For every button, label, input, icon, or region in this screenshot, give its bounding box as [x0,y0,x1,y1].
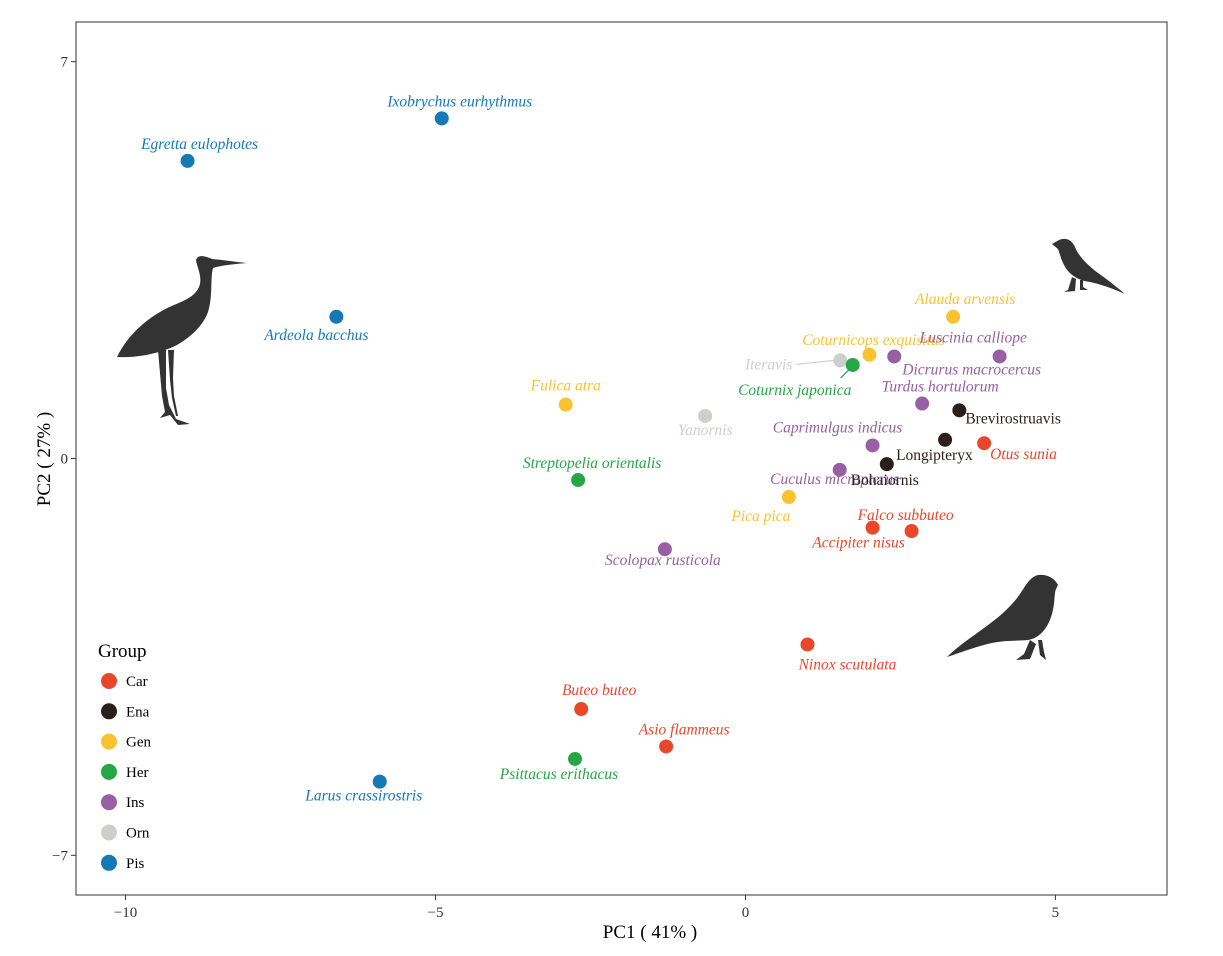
point-label: Iteravis [744,356,792,373]
data-point-car [865,520,880,535]
data-point-ins [657,542,672,557]
legend-swatch-orn [101,824,117,841]
point-labels: Ixobrychus eurhythmus Egretta eulophotes A… [140,93,1061,804]
point-label: Ninox scutulata [798,656,897,673]
data-point-orn [698,408,713,423]
point-label: Streptopelia orientalis [523,455,662,472]
data-point-ena [952,403,967,418]
y-tick-label: −7 [52,848,68,864]
legend-label: Gen [126,735,151,751]
data-point-her [571,473,586,488]
point-label: Brevirostruavis [965,410,1061,427]
data-point-ins [992,349,1007,364]
data-point-orn [833,353,848,368]
legend-swatch-car [101,673,117,689]
data-point-car [574,702,589,717]
songbird-icon [1052,238,1125,294]
point-label: Alauda arvensis [914,291,1015,308]
data-point-car [904,524,919,539]
point-label: Ardeola bacchus [263,327,368,344]
x-tick-label: 5 [1052,905,1060,921]
y-tick-label: 7 [61,55,69,71]
data-point-gen [781,490,796,505]
point-label: Scolopax rusticola [605,552,721,569]
x-tick-label: 0 [742,905,750,921]
x-axis-title: PC1 ( 41% ) [603,922,697,943]
data-point-gen [946,309,961,324]
legend-title: Group [98,641,147,662]
point-label: Longipteryx [896,447,973,464]
data-point-her [568,751,583,766]
point-label: Buteo buteo [562,682,637,699]
data-point-her [845,357,860,372]
point-label: Fulica atra [530,378,601,395]
point-label: Falco subbuteo [857,507,954,524]
point-label: Psittacus erithacus [499,766,618,783]
legend: Group Car Ena Gen Her Ins Orn Pis [98,641,151,872]
point-label: Egretta eulophotes [140,136,258,153]
connector-line [840,369,850,379]
point-label: Otus sunia [990,446,1057,463]
legend-label: Ena [126,704,150,720]
legend-swatch-pis [101,854,117,871]
legend-swatch-gen [101,733,117,750]
point-label: Pica pica [730,508,790,525]
connector-line [796,359,834,366]
y-axis-title: PC2 ( 27% ) [34,412,55,506]
data-point-ena [938,432,953,447]
data-point-gen [558,397,573,412]
data-point-pis [329,309,344,324]
legend-label: Car [126,674,148,690]
point-label: Cuculus micropterus [770,471,899,488]
heron-icon [117,256,247,425]
data-point-car [977,436,992,451]
data-point-ins [915,396,930,411]
point-label: Coturnix japonica [738,382,851,399]
data-point-ena [879,457,894,472]
point-label: Larus crassirostris [304,788,422,805]
data-point-ins [887,349,902,364]
point-label: Yanornis [678,422,733,439]
y-tick-label: 0 [61,452,69,468]
legend-label: Ins [126,795,144,811]
data-point-pis [180,153,195,168]
data-points [180,111,1007,789]
legend-swatch-her [101,763,117,780]
data-point-car [659,739,674,754]
data-point-ins [832,462,847,477]
data-point-gen [862,347,877,362]
point-label: Asio flammeus [638,721,730,738]
legend-swatch-ena [101,703,117,720]
point-label: Caprimulgus indicus [773,419,903,436]
legend-label: Her [126,765,149,781]
point-label: Dicrurus macrocercus [901,361,1041,378]
label-connectors [796,359,850,379]
point-label: Ixobrychus eurhythmus [386,93,532,110]
axis-ticks: −10 −5 0 5 −7 0 7 [52,55,1059,921]
x-tick-label: −10 [114,905,137,921]
plot-panel [75,21,1168,896]
falcon-icon [947,574,1058,660]
point-label: Accipiter nisus [811,535,905,552]
point-label: Coturnicops exquisitus [802,332,945,349]
bird-silhouettes [117,238,1125,660]
data-point-pis [434,111,449,126]
legend-label: Pis [126,856,145,872]
data-point-car [800,637,815,652]
legend-swatch-ins [101,794,117,811]
point-label: Luscinia calliope [919,329,1027,346]
data-point-pis [372,774,387,789]
point-label: Bohaiornis [851,472,919,489]
data-point-ins [865,438,880,453]
point-label: Turdus hortulorum [882,379,999,396]
legend-label: Orn [126,826,150,842]
x-tick-label: −5 [428,905,444,921]
